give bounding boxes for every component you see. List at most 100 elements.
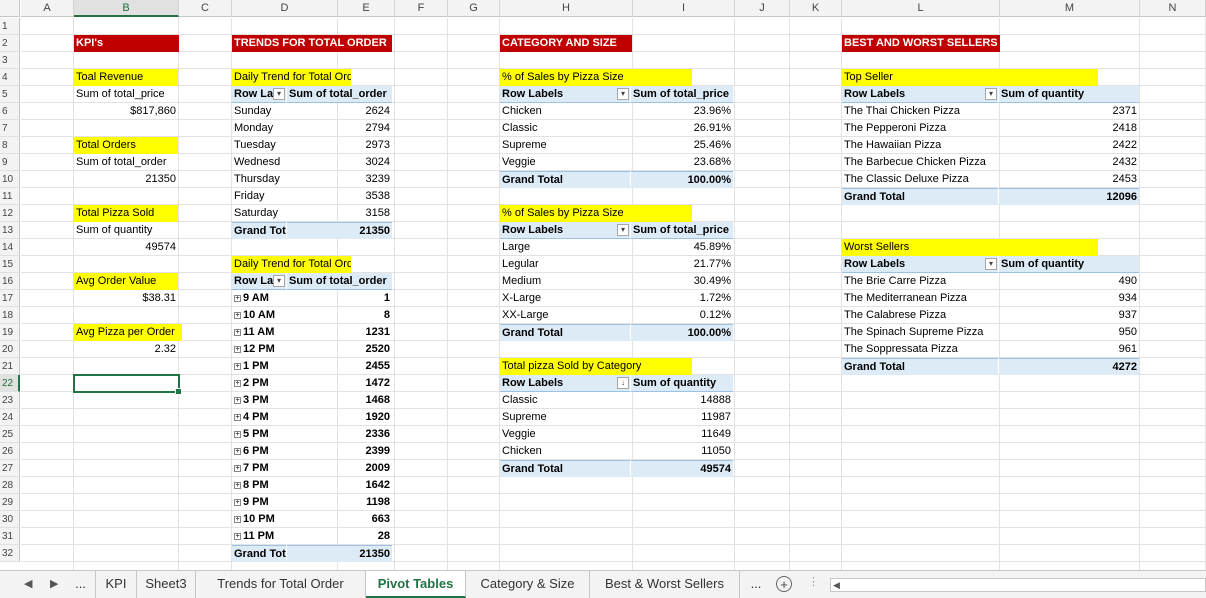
- sold-by-category-row-value[interactable]: 14888: [700, 394, 731, 406]
- sold-by-category-value-header[interactable]: Sum of quantity: [631, 375, 733, 392]
- worst-seller-title[interactable]: Worst Sellers: [842, 239, 1098, 256]
- hourly-trend-row-value[interactable]: 2520: [365, 343, 390, 355]
- hourly-trend-row-label[interactable]: +6 PM: [232, 443, 286, 460]
- row-header-17[interactable]: 17: [0, 290, 20, 307]
- daily-trend-row-label[interactable]: Sunday: [234, 105, 272, 117]
- worst-seller-filter-dropdown-icon[interactable]: ▾: [985, 258, 997, 270]
- add-sheet-button[interactable]: +: [776, 576, 792, 592]
- pizza-sold-value[interactable]: 49574: [145, 241, 176, 253]
- row-header-24[interactable]: 24: [0, 409, 20, 426]
- sales-by-size-row-label[interactable]: Legular: [502, 258, 539, 270]
- row-header-23[interactable]: 23: [0, 392, 20, 409]
- tab-scroll-ellipsis[interactable]: ...: [66, 571, 96, 598]
- row-header-20[interactable]: 20: [0, 341, 20, 358]
- hourly-trend-row-label[interactable]: +12 PM: [232, 341, 286, 358]
- column-header-e[interactable]: E: [338, 0, 395, 17]
- row-header-25[interactable]: 25: [0, 426, 20, 443]
- top-seller-row-value[interactable]: 2422: [1112, 139, 1137, 151]
- sold-by-category-title[interactable]: Total pizza Sold by Category: [500, 358, 692, 375]
- active-cell-selection[interactable]: [73, 374, 182, 395]
- top-seller-row-value[interactable]: 2432: [1112, 156, 1137, 168]
- row-header-29[interactable]: 29: [0, 494, 20, 511]
- fill-handle[interactable]: [175, 388, 182, 395]
- hourly-trend-row-value[interactable]: 2009: [365, 462, 390, 474]
- row-header-11[interactable]: 11: [0, 188, 20, 205]
- worst-seller-row-label[interactable]: The Soppressata Pizza: [844, 343, 958, 355]
- hourly-trend-row-labels-header[interactable]: Row La: [232, 273, 286, 290]
- row-header-9[interactable]: 9: [0, 154, 20, 171]
- daily-trend-row-labels-header[interactable]: Row La: [232, 86, 286, 103]
- expand-icon[interactable]: +: [234, 482, 241, 489]
- daily-trend-grand-total-label[interactable]: Grand Tot: [232, 222, 286, 239]
- sales-by-category-row-labels-header[interactable]: Row Labels: [500, 86, 630, 103]
- daily-trend-row-label[interactable]: Monday: [234, 122, 274, 134]
- daily-trend-row-value[interactable]: 3239: [365, 173, 390, 185]
- column-header-b[interactable]: B: [74, 0, 179, 17]
- column-header-d[interactable]: D: [232, 0, 338, 17]
- expand-icon[interactable]: +: [234, 295, 241, 302]
- sold-by-category-row-value[interactable]: 11987: [701, 411, 731, 423]
- row-header-26[interactable]: 26: [0, 443, 20, 460]
- avg-order-value[interactable]: $38.31: [142, 292, 176, 304]
- row-header-1[interactable]: 1: [0, 18, 20, 35]
- scroll-left-icon[interactable]: ◀: [833, 580, 840, 590]
- column-header-g[interactable]: G: [448, 0, 500, 17]
- top-seller-row-value[interactable]: 2418: [1112, 122, 1137, 134]
- top-seller-row-label[interactable]: The Barbecue Chicken Pizza: [844, 156, 986, 168]
- top-seller-value-header[interactable]: Sum of quantity: [999, 86, 1139, 103]
- column-header-j[interactable]: J: [735, 0, 790, 17]
- sales-by-size-row-labels-header[interactable]: Row Labels: [500, 222, 630, 239]
- expand-icon[interactable]: +: [234, 380, 241, 387]
- sales-by-category-row-label[interactable]: Veggie: [502, 156, 536, 168]
- sales-by-size-value-header[interactable]: Sum of total_price: [631, 222, 733, 239]
- sales-by-category-row-label[interactable]: Supreme: [502, 139, 547, 151]
- top-seller-row-label[interactable]: The Hawaiian Pizza: [844, 139, 942, 151]
- select-all-corner[interactable]: [0, 0, 20, 17]
- orders-label[interactable]: Total Orders: [74, 137, 178, 154]
- worst-seller-row-label[interactable]: The Brie Carre Pizza: [844, 275, 947, 287]
- worst-seller-row-labels-header[interactable]: Row Labels: [842, 256, 998, 273]
- sales-by-category-row-label[interactable]: Classic: [502, 122, 538, 134]
- daily-trend-value-header[interactable]: Sum of total_order: [287, 86, 392, 103]
- hourly-trend-row-value[interactable]: 1231: [365, 326, 390, 338]
- column-header-l[interactable]: L: [842, 0, 1000, 17]
- expand-icon[interactable]: +: [234, 414, 241, 421]
- sheet-tab-category-size[interactable]: Category & Size: [466, 571, 590, 598]
- daily-trend-row-label[interactable]: Wednesd: [234, 156, 281, 168]
- sold-by-category-row-label[interactable]: Veggie: [502, 428, 536, 440]
- column-header-h[interactable]: H: [500, 0, 633, 17]
- expand-icon[interactable]: +: [234, 516, 241, 523]
- top-seller-row-value[interactable]: 2453: [1112, 173, 1137, 185]
- column-header-f[interactable]: F: [395, 0, 448, 17]
- sales-by-size-grand-total-label[interactable]: Grand Total: [500, 324, 630, 341]
- sales-by-category-filter-dropdown-icon[interactable]: ▾: [617, 88, 629, 100]
- orders-field[interactable]: Sum of total_order: [76, 156, 167, 168]
- hourly-trend-title[interactable]: Daily Trend for Total Orders: [232, 256, 351, 273]
- column-header-k[interactable]: K: [790, 0, 842, 17]
- revenue-value[interactable]: $817,860: [130, 105, 176, 117]
- worst-seller-row-label[interactable]: The Mediterranean Pizza: [844, 292, 967, 304]
- hourly-trend-filter-dropdown-icon[interactable]: ▾: [273, 275, 285, 287]
- revenue-label[interactable]: Toal Revenue: [74, 69, 178, 86]
- category-section-header[interactable]: CATEGORY AND SIZE: [500, 35, 632, 52]
- daily-trend-title[interactable]: Daily Trend for Total Orders: [232, 69, 351, 86]
- hourly-trend-row-label[interactable]: +3 PM: [232, 392, 286, 409]
- row-header-4[interactable]: 4: [0, 69, 20, 86]
- row-header-19[interactable]: 19: [0, 324, 20, 341]
- tab-scroll-ellipsis-right[interactable]: ...: [750, 576, 762, 591]
- sales-by-category-grand-total-value[interactable]: 100.00%: [631, 171, 733, 188]
- sales-by-size-row-value[interactable]: 30.49%: [693, 275, 731, 287]
- sold-by-category-grand-total-value[interactable]: 49574: [631, 460, 733, 477]
- worst-seller-row-value[interactable]: 950: [1118, 326, 1137, 338]
- worst-seller-row-value[interactable]: 934: [1118, 292, 1137, 304]
- hourly-trend-row-label[interactable]: +11 AM: [232, 324, 286, 341]
- hourly-trend-grand-total-value[interactable]: 21350: [287, 545, 392, 562]
- column-header-m[interactable]: M: [1000, 0, 1140, 17]
- sales-by-category-row-value[interactable]: 23.96%: [693, 105, 731, 117]
- prev-sheet-arrow-icon[interactable]: ◀: [24, 578, 33, 590]
- hourly-trend-row-label[interactable]: +11 PM: [232, 528, 286, 545]
- row-header-12[interactable]: 12: [0, 205, 20, 222]
- hourly-trend-row-label[interactable]: +10 PM: [232, 511, 286, 528]
- row-header-15[interactable]: 15: [0, 256, 20, 273]
- expand-icon[interactable]: +: [234, 329, 241, 336]
